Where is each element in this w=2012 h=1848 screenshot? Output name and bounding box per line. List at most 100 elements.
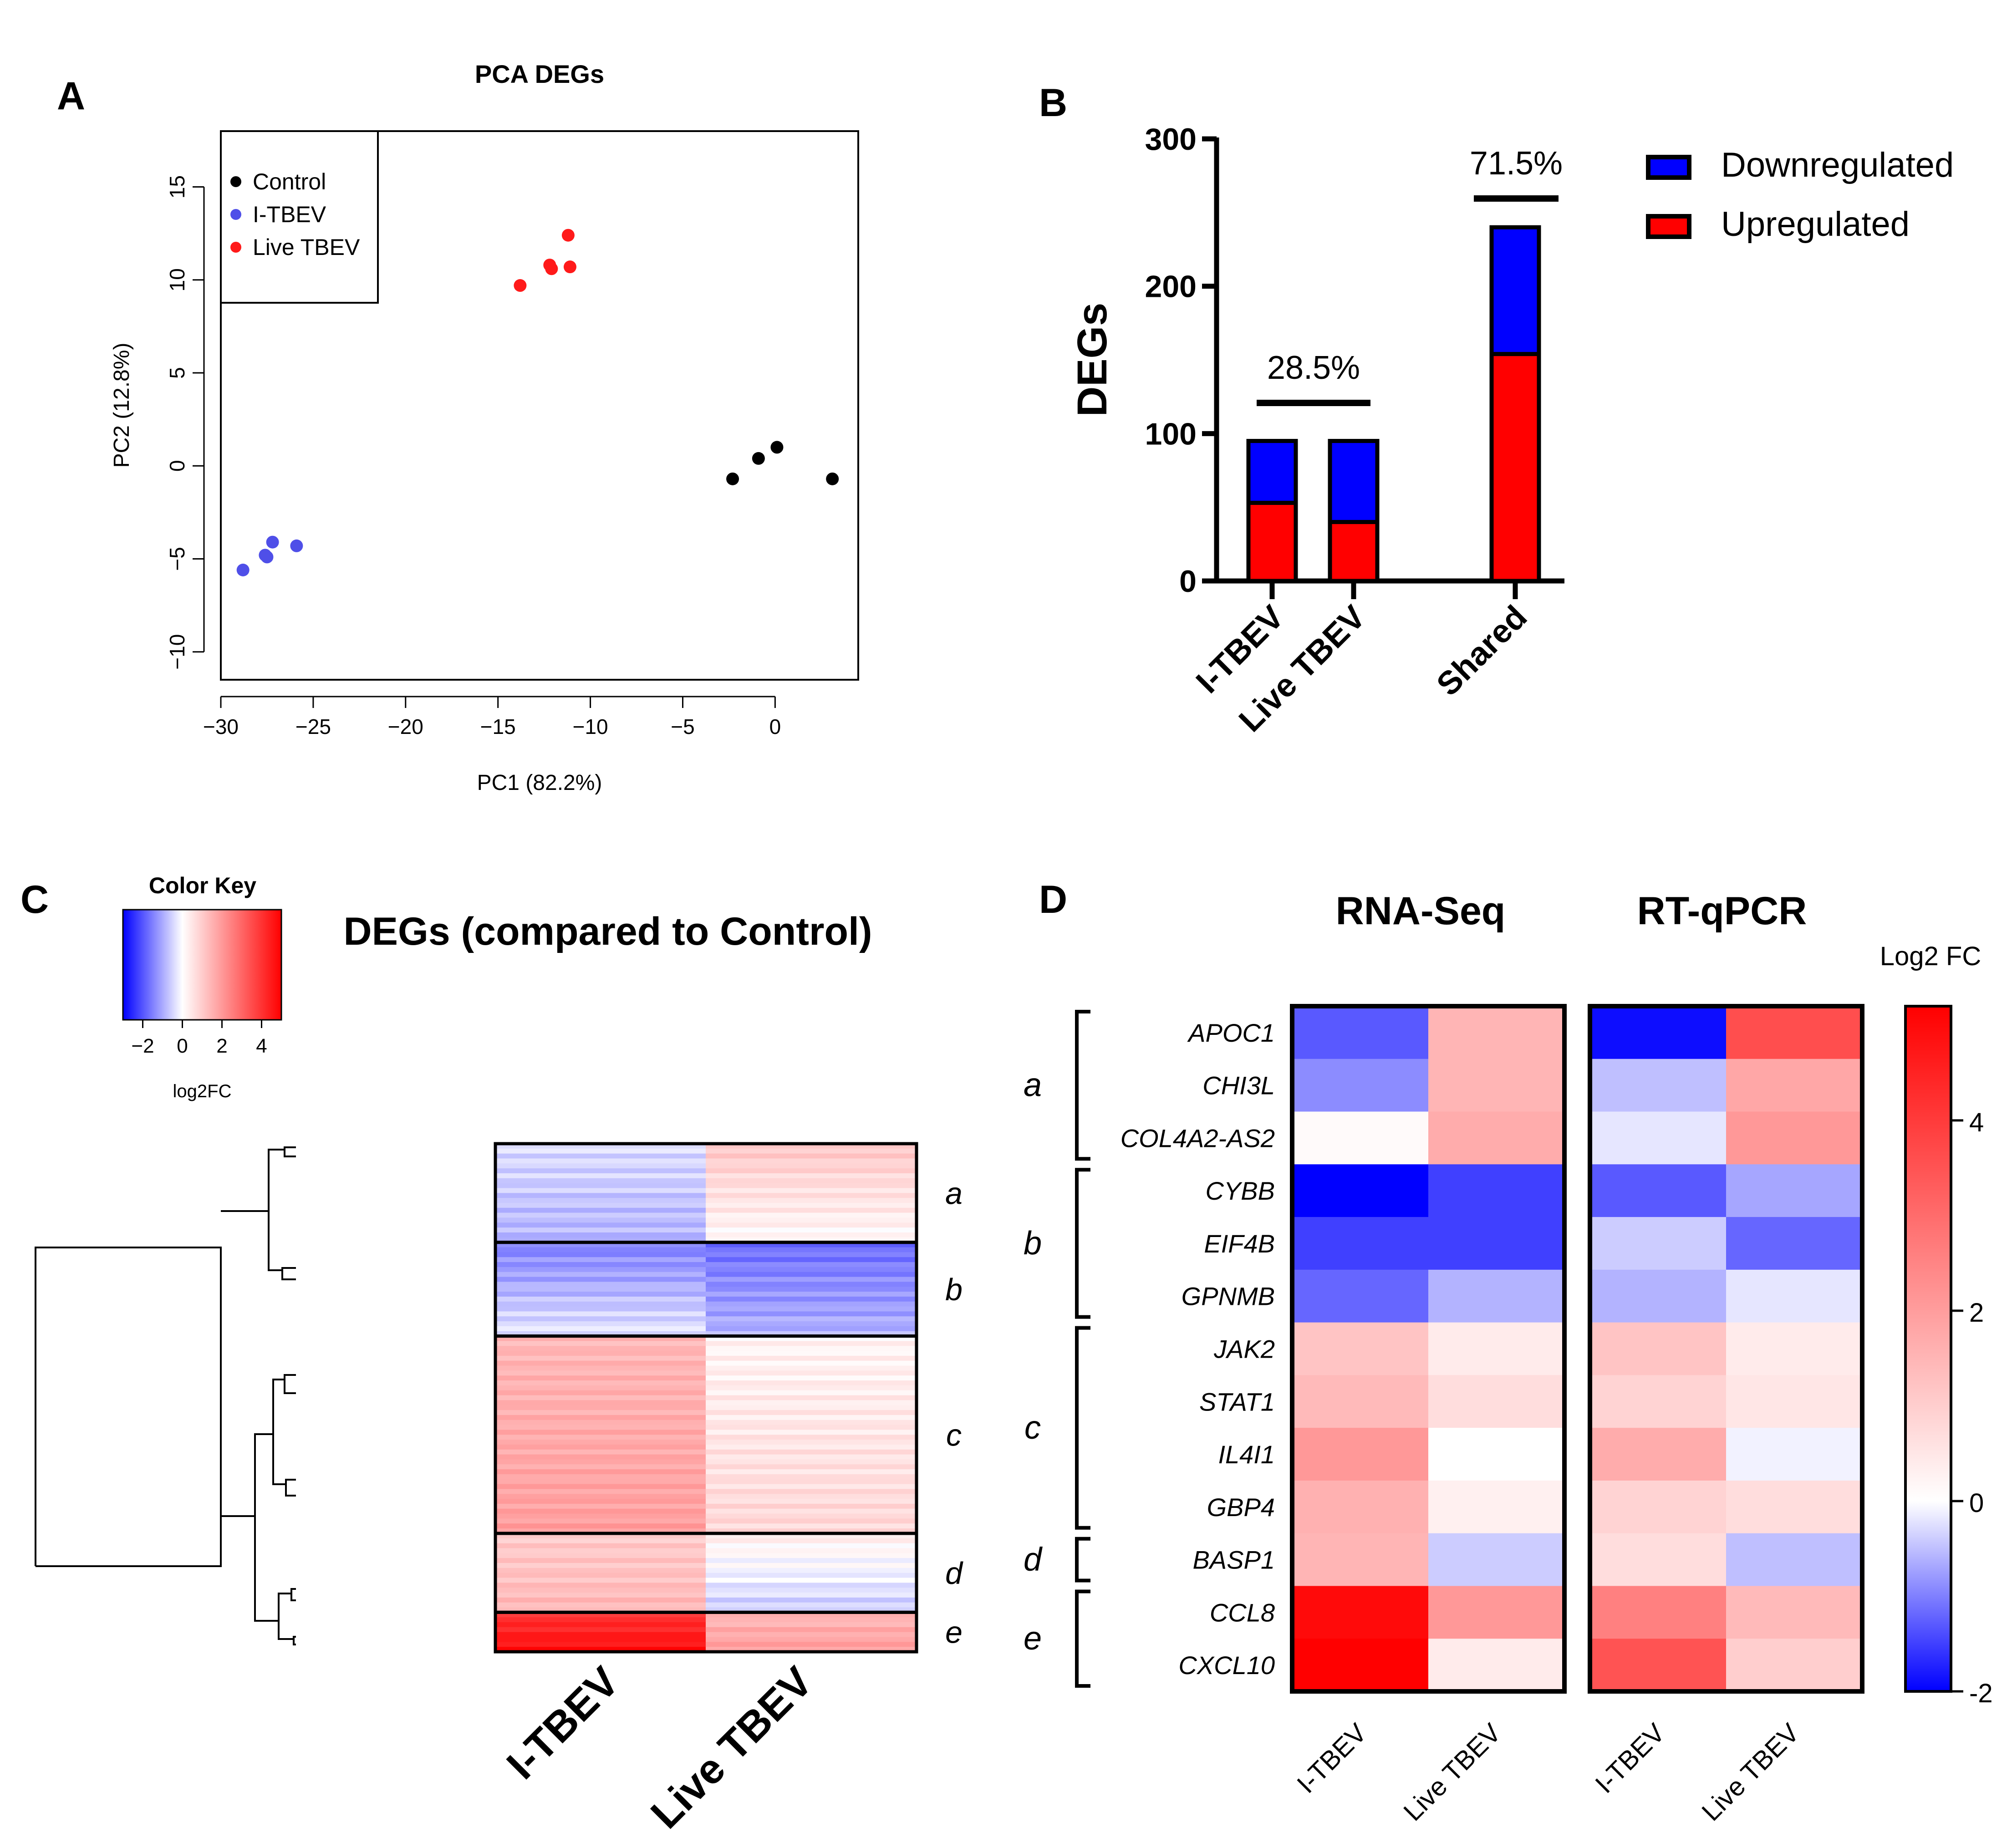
heatmap-c-cell-live (706, 1508, 917, 1514)
heatmap-c-cell-itbev (495, 1301, 706, 1307)
heatmap-c-cell-itbev (495, 1355, 706, 1361)
dendrogram-leaves (281, 1146, 296, 1645)
color-key-tick-label: 4 (256, 1035, 267, 1057)
bar-percent-label: 71.5% (1470, 145, 1563, 182)
heatmap-d-cell-rna-seq (1428, 1375, 1565, 1428)
heatmap-d-cell-rna-seq (1292, 1533, 1429, 1586)
heatmap-c-cell-itbev (495, 1464, 706, 1470)
pca-x-tick-label: −5 (671, 715, 694, 738)
heatmap-d-cell-rna-seq (1292, 1164, 1429, 1217)
bar-annotations: 28.5% 71.5% (1257, 145, 1563, 406)
heatmap-d-cell-rna-seq (1428, 1639, 1565, 1692)
bar-y-axis-label: DEGs (1069, 303, 1116, 417)
pca-point-control (726, 472, 739, 485)
panel-d-gene-heatmaps: RNA-Seq RT-qPCR Log2 FC APOC1 CHI3L COL4A2… (1024, 889, 1993, 1827)
row-dendrogram (35, 1146, 296, 1645)
heatmap-d-cell-rna-seq (1292, 1059, 1429, 1112)
heatmap-c-cell-live (706, 1153, 917, 1159)
heatmap-c-cell-live (706, 1292, 917, 1297)
heatmap-c-cell-live (706, 1558, 917, 1563)
heatmap-c-cell-itbev (495, 1380, 706, 1386)
heatmap-c-cell-itbev (495, 1523, 706, 1529)
heatmap-c-cell-live (706, 1494, 917, 1499)
heatmap-d-cell-rt-qpcr (1590, 1111, 1727, 1165)
heatmap-c-cell-itbev (495, 1222, 706, 1228)
dendrogram-branch-top (221, 1149, 285, 1271)
heatmap-c-cell-itbev (495, 1405, 706, 1410)
heatmap-c-cell-itbev (495, 1578, 706, 1583)
heatmap-c-cell-itbev (495, 1538, 706, 1544)
heatmap-c-cell-itbev (495, 1296, 706, 1302)
heatmap-d-cell-rna-seq (1292, 1639, 1429, 1692)
heatmap-c-cell-itbev (495, 1573, 706, 1578)
bar-y-tick-label: 200 (1145, 270, 1197, 304)
heatmap-c-cell-live (706, 1449, 917, 1455)
heatmap-c-cell-itbev (495, 1435, 706, 1440)
heatmap-c-column-label: I-TBEV (498, 1658, 628, 1788)
heatmap-d-cell-rt-qpcr (1726, 1375, 1863, 1428)
heatmap-c-cell-live (706, 1207, 917, 1213)
heatmap-c-cell-itbev (495, 1262, 706, 1268)
heatmap-c-cell-live (706, 1523, 917, 1529)
heatmap-c-cell-live (706, 1588, 917, 1593)
heatmap-c-cell-itbev (495, 1277, 706, 1282)
heatmap-c-cell-itbev (495, 1558, 706, 1563)
heatmap-c-cell-live (706, 1420, 917, 1425)
heatmap-c-cell-live (706, 1563, 917, 1568)
heatmap-c-cell-itbev (495, 1148, 706, 1154)
heatmap-c-cluster-label: e (945, 1615, 963, 1650)
heatmap-c-cell-itbev (495, 1326, 706, 1332)
heatmap-c-cell-itbev (495, 1513, 706, 1519)
heatmap-c-cell-itbev (495, 1163, 706, 1169)
heatmap-c-cell-live (706, 1242, 917, 1248)
pca-y-tick-label: 0 (165, 460, 189, 472)
heatmap-c-cell-live (706, 1262, 917, 1268)
heatmap-c-cell-itbev (495, 1499, 706, 1504)
heatmap-c-cell-live (706, 1360, 917, 1366)
heatmap-d-cell-rna-seq (1428, 1533, 1565, 1586)
heatmap-d-cell-rt-qpcr (1726, 1322, 1863, 1375)
gene-label: CXCL10 (1178, 1651, 1275, 1680)
heatmap-c-cell-itbev (495, 1489, 706, 1494)
pca-point-i-tbev (236, 564, 250, 576)
heatmap-c-cell-live (706, 1203, 917, 1208)
gene-labels: APOC1 CHI3L COL4A2-AS2 CYBB EIF4B GPNMB JAK2 ST… (1121, 1018, 1275, 1680)
gene-label: COL4A2-AS2 (1121, 1124, 1275, 1152)
log2fc-colorbar (1904, 1005, 1952, 1693)
log2fc-colorbar-tick-label: 0 (1969, 1488, 1984, 1518)
heatmap-d-cell-rna-seq (1292, 1269, 1429, 1323)
heatmap-c-cell-itbev (495, 1282, 706, 1287)
gene-label: IL4I1 (1218, 1440, 1275, 1469)
bar-legend-swatch-upregulated (1646, 214, 1691, 239)
heatmap-c-cell-live (706, 1365, 917, 1371)
heatmap-d-cell-rna-seq (1428, 1059, 1565, 1112)
heatmap-c-cell-itbev (495, 1622, 706, 1628)
gene-label: GPNMB (1182, 1282, 1275, 1311)
heatmap-c-cell-itbev (495, 1637, 706, 1642)
heatmap-c-cell-itbev (495, 1316, 706, 1322)
heatmap-d-cell-rna-seq (1292, 1586, 1429, 1639)
panel-label-c: C (20, 878, 49, 921)
heatmap-d-cell-rt-qpcr (1590, 1428, 1727, 1481)
pca-y-tick-label: 10 (165, 268, 189, 291)
heatmap-d-cell-rna-seq (1428, 1111, 1565, 1165)
heatmap-c-cell-live (706, 1435, 917, 1440)
pca-y-axis: −10 −5 0 5 10 15 (165, 175, 205, 670)
pca-point-i-tbev (266, 535, 279, 549)
heatmap-c-cell-itbev (495, 1548, 706, 1553)
heatmap-c-cell-itbev (495, 1272, 706, 1278)
heatmap-c-cell-itbev (495, 1469, 706, 1475)
color-key-bar (122, 909, 282, 1021)
heatmap-c-cell-itbev (495, 1533, 706, 1539)
heatmap-c-cell-live (706, 1444, 917, 1450)
heatmap-c-cell-live (706, 1390, 917, 1396)
heatmap-d-column-labels: I-TBEV Live TBEV I-TBEV Live TBEV (1291, 1718, 1805, 1827)
heatmap-c-cell-live (706, 1296, 917, 1302)
heatmap-c-cell-live (706, 1484, 917, 1490)
heatmap-d-frame-rt-qpcr (1588, 1004, 1864, 1694)
heatmap-d-cell-rt-qpcr (1726, 1164, 1863, 1217)
heatmap-c-cell-live (706, 1474, 917, 1480)
heatmap-c-cell-itbev (495, 1553, 706, 1558)
heatmap-c-cell-live (706, 1277, 917, 1282)
